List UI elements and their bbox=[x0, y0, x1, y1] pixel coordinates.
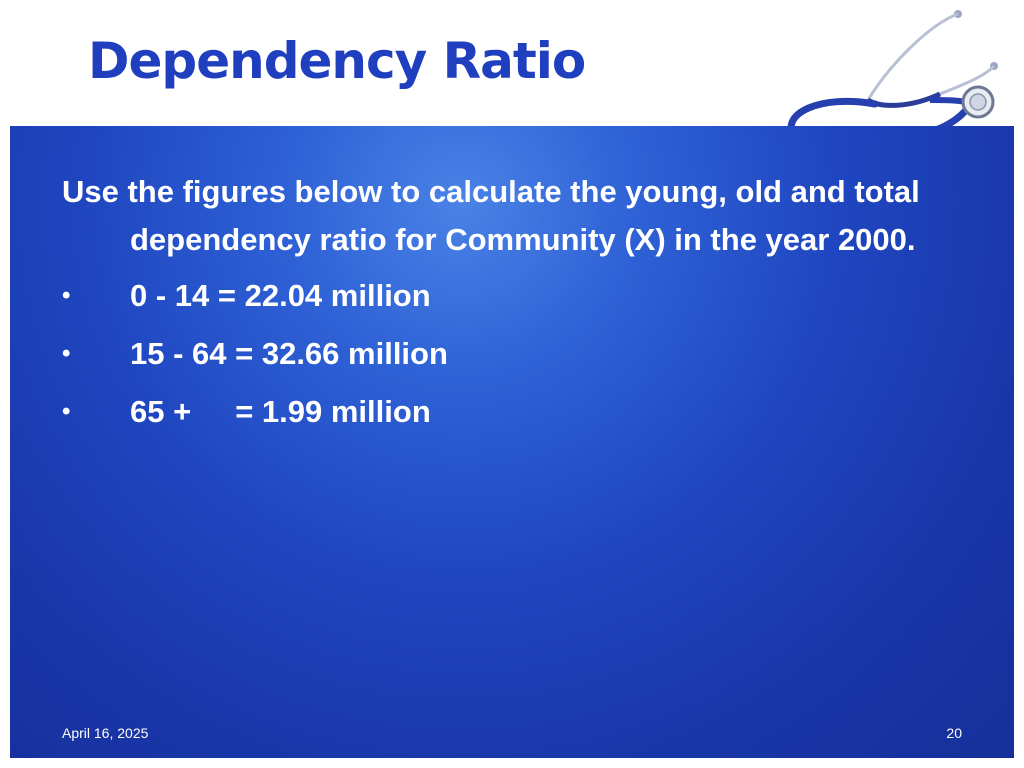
slide-body: Use the figures below to calculate the y… bbox=[62, 168, 962, 446]
list-item: • 0 - 14 = 22.04 million bbox=[62, 272, 962, 330]
bullet-marker: • bbox=[62, 398, 71, 425]
bullet-value: = 1.99 million bbox=[235, 394, 431, 429]
intro-text: Use the figures below to calculate the y… bbox=[62, 174, 920, 257]
bullet-text: 0 - 14 = 22.04 million bbox=[130, 278, 431, 313]
bullet-text: 15 - 64 = 32.66 million bbox=[130, 336, 448, 371]
slide-title: Dependency Ratio bbox=[88, 32, 586, 90]
footer-date: April 16, 2025 bbox=[62, 725, 149, 741]
bullet-prefix: 65 + bbox=[130, 394, 192, 429]
list-item: • 65 + = 1.99 million bbox=[62, 388, 962, 446]
bullet-marker: • bbox=[62, 340, 71, 367]
page-number: 20 bbox=[946, 725, 962, 741]
bullet-marker: • bbox=[62, 282, 71, 309]
stethoscope-icon bbox=[787, 10, 998, 151]
content-panel bbox=[10, 126, 1014, 758]
bullet-list: • 0 - 14 = 22.04 million • 15 - 64 = 32.… bbox=[62, 272, 962, 446]
list-item: • 15 - 64 = 32.66 million bbox=[62, 330, 962, 388]
